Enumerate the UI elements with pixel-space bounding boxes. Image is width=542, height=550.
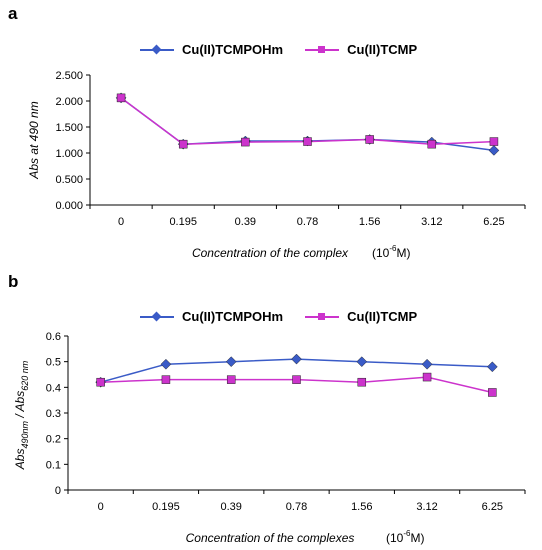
chart-b-xlabel: Concentration of the complexes	[186, 531, 355, 545]
y-tick-label: 0.5	[46, 357, 61, 369]
legend-a-item-1: Cu(II)TCMP	[305, 42, 417, 57]
x-tick-label: 3.12	[416, 501, 437, 513]
x-tick-label: 0	[118, 216, 124, 228]
data-point-square	[303, 137, 312, 146]
panel-b-letter: b	[8, 272, 19, 291]
data-point-diamond	[291, 353, 302, 365]
y-tick-label: 1.500	[55, 122, 83, 134]
legend-a-label-0: Cu(II)TCMPOHm	[182, 42, 284, 57]
y-tick-label: 1.000	[55, 148, 83, 160]
y-tick-label: 2.000	[55, 96, 83, 108]
y-tick-label: 0	[55, 485, 61, 497]
data-point-square	[292, 375, 301, 384]
legend-a-item-0: Cu(II)TCMPOHm	[140, 42, 283, 57]
data-point-diamond	[225, 356, 237, 368]
data-point-diamond	[356, 356, 368, 368]
data-point-square	[96, 377, 105, 387]
data-point-square	[226, 375, 236, 384]
legend-b-item-0: Cu(II)TCMPOHm	[140, 309, 283, 324]
square-marker-icon	[318, 45, 326, 53]
chart-a: Abs at 490 nm Concentration of the compl…	[27, 70, 526, 260]
data-point-square	[161, 375, 171, 384]
legend-b-item-1: Cu(II)TCMP	[305, 309, 417, 324]
data-point-square	[178, 139, 188, 149]
data-point-diamond	[488, 145, 500, 156]
chart-a-ylabel: Abs at 490 nm	[27, 101, 41, 179]
data-point-square	[488, 388, 497, 397]
x-tick-label: 0.78	[286, 501, 307, 513]
y-tick-label: 2.500	[55, 70, 83, 82]
data-point-square	[357, 377, 367, 387]
data-point-square	[241, 137, 250, 147]
square-marker-icon	[318, 312, 326, 320]
chart-a-xunit: (10-6M)	[372, 244, 410, 260]
chart-b: Abs490nm / Abs620 nm Concentration of th…	[13, 331, 526, 545]
x-tick-label: 0	[98, 501, 104, 513]
data-point-square	[422, 372, 432, 382]
x-tick-label: 0.39	[221, 501, 242, 513]
x-tick-label: 0.195	[152, 501, 180, 513]
y-tick-label: 0.2	[46, 434, 61, 446]
y-tick-label: 0.6	[46, 331, 61, 343]
legend-a-line-1	[305, 45, 340, 53]
data-point-square	[116, 93, 126, 103]
x-tick-label: 6.25	[483, 216, 504, 228]
legend-b: Cu(II)TCMPOHm Cu(II)TCMP	[140, 309, 439, 324]
y-tick-label: 0.1	[46, 459, 61, 471]
legend-b-label-0: Cu(II)TCMPOHm	[182, 309, 284, 324]
data-point-square	[365, 135, 374, 144]
legend-b-label-1: Cu(II)TCMP	[347, 309, 418, 324]
legend-b-line-0	[140, 311, 174, 321]
x-tick-label: 1.56	[359, 216, 380, 228]
chart-b-ylabel: Abs490nm / Abs620 nm	[13, 360, 30, 470]
x-tick-label: 0.195	[169, 216, 197, 228]
y-tick-label: 0.4	[46, 382, 61, 394]
x-tick-label: 3.12	[421, 216, 442, 228]
y-tick-label: 0.000	[55, 200, 83, 212]
x-tick-label: 6.25	[482, 501, 503, 513]
y-tick-label: 0.500	[55, 174, 83, 186]
legend-a: Cu(II)TCMPOHm Cu(II)TCMP	[140, 42, 439, 57]
data-point-diamond	[421, 358, 433, 370]
x-tick-label: 1.56	[351, 501, 372, 513]
x-tick-label: 0.39	[235, 216, 256, 228]
legend-a-label-1: Cu(II)TCMP	[347, 42, 418, 57]
data-point-square	[427, 139, 437, 149]
x-tick-label: 0.78	[297, 216, 318, 228]
panel-a-letter: a	[8, 4, 18, 23]
chart-b-xunit: (10-6M)	[386, 529, 424, 545]
chart-a-xlabel: Concentration of the complex	[192, 246, 349, 260]
data-point-square	[489, 137, 499, 146]
y-tick-label: 0.3	[46, 408, 61, 420]
data-point-diamond	[160, 358, 172, 370]
data-point-diamond	[487, 361, 498, 373]
legend-b-line-1	[305, 312, 340, 320]
legend-a-line-0	[140, 44, 174, 54]
